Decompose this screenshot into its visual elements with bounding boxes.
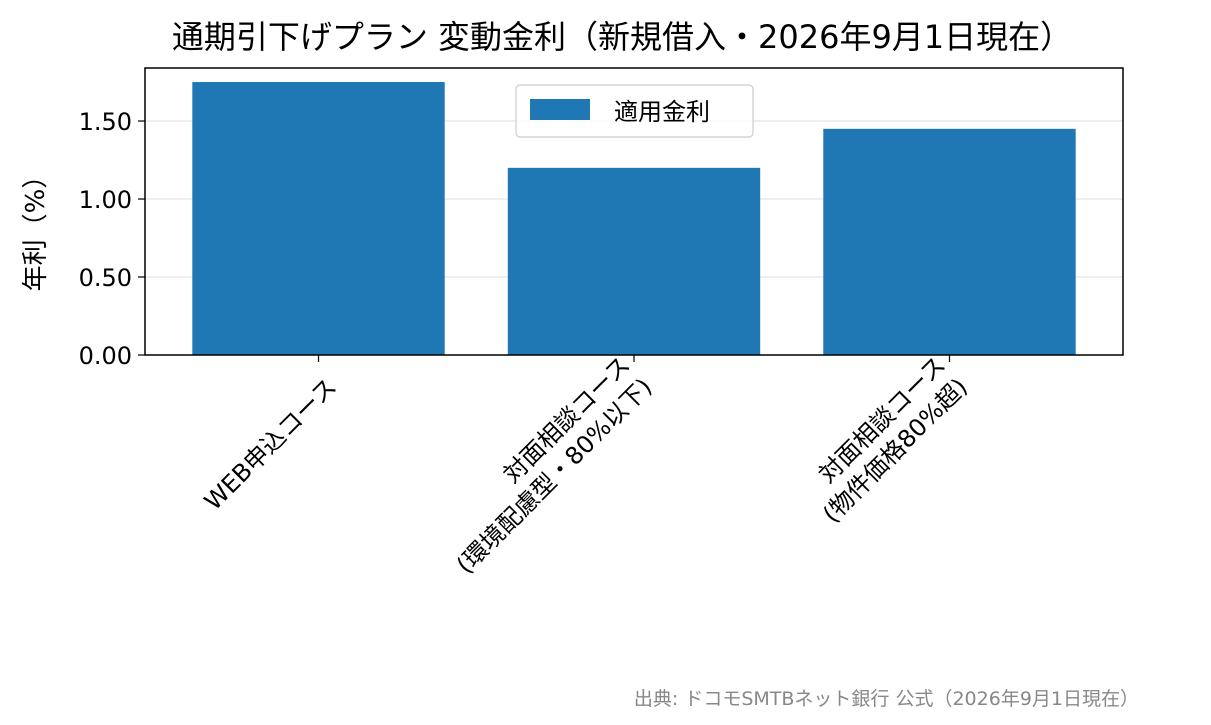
y-axis-ticks: 0.00 0.50 1.00 1.50 [79,108,145,370]
x-tick-label-line: (環境配慮型・80%以下) [451,373,658,580]
y-tick-label: 0.00 [79,342,132,370]
bars [192,82,1076,356]
bar [823,128,1076,355]
x-tick-label: 対面相談コース(環境配慮型・80%以下) [429,351,657,579]
y-tick-label: 0.50 [79,264,132,292]
bar [192,82,445,356]
x-tick-label: 対面相談コース(物件価格80%超) [796,351,974,529]
legend-swatch [530,99,590,120]
y-tick-label: 1.00 [79,186,132,214]
x-tick-label-line: WEB申込コース [199,373,342,516]
legend: 適用金利 [515,84,754,138]
y-axis-label: 年利（%） [21,163,51,292]
x-tick-label: WEB申込コース [199,373,342,516]
legend-label: 適用金利 [614,98,710,126]
legend-box [515,84,754,138]
source-note: 出典: ドコモSMTBネット銀行 公式（2026年9月1日現在） [633,688,1139,710]
y-tick-label: 1.50 [79,108,132,136]
chart-title: 通期引下げプラン 変動金利（新規借入・2026年9月1日現在） [172,18,1072,56]
x-axis-ticks: WEB申込コース 対面相談コース(環境配慮型・80%以下) 対面相談コース(物件価格… [199,351,973,579]
bar [507,167,761,355]
